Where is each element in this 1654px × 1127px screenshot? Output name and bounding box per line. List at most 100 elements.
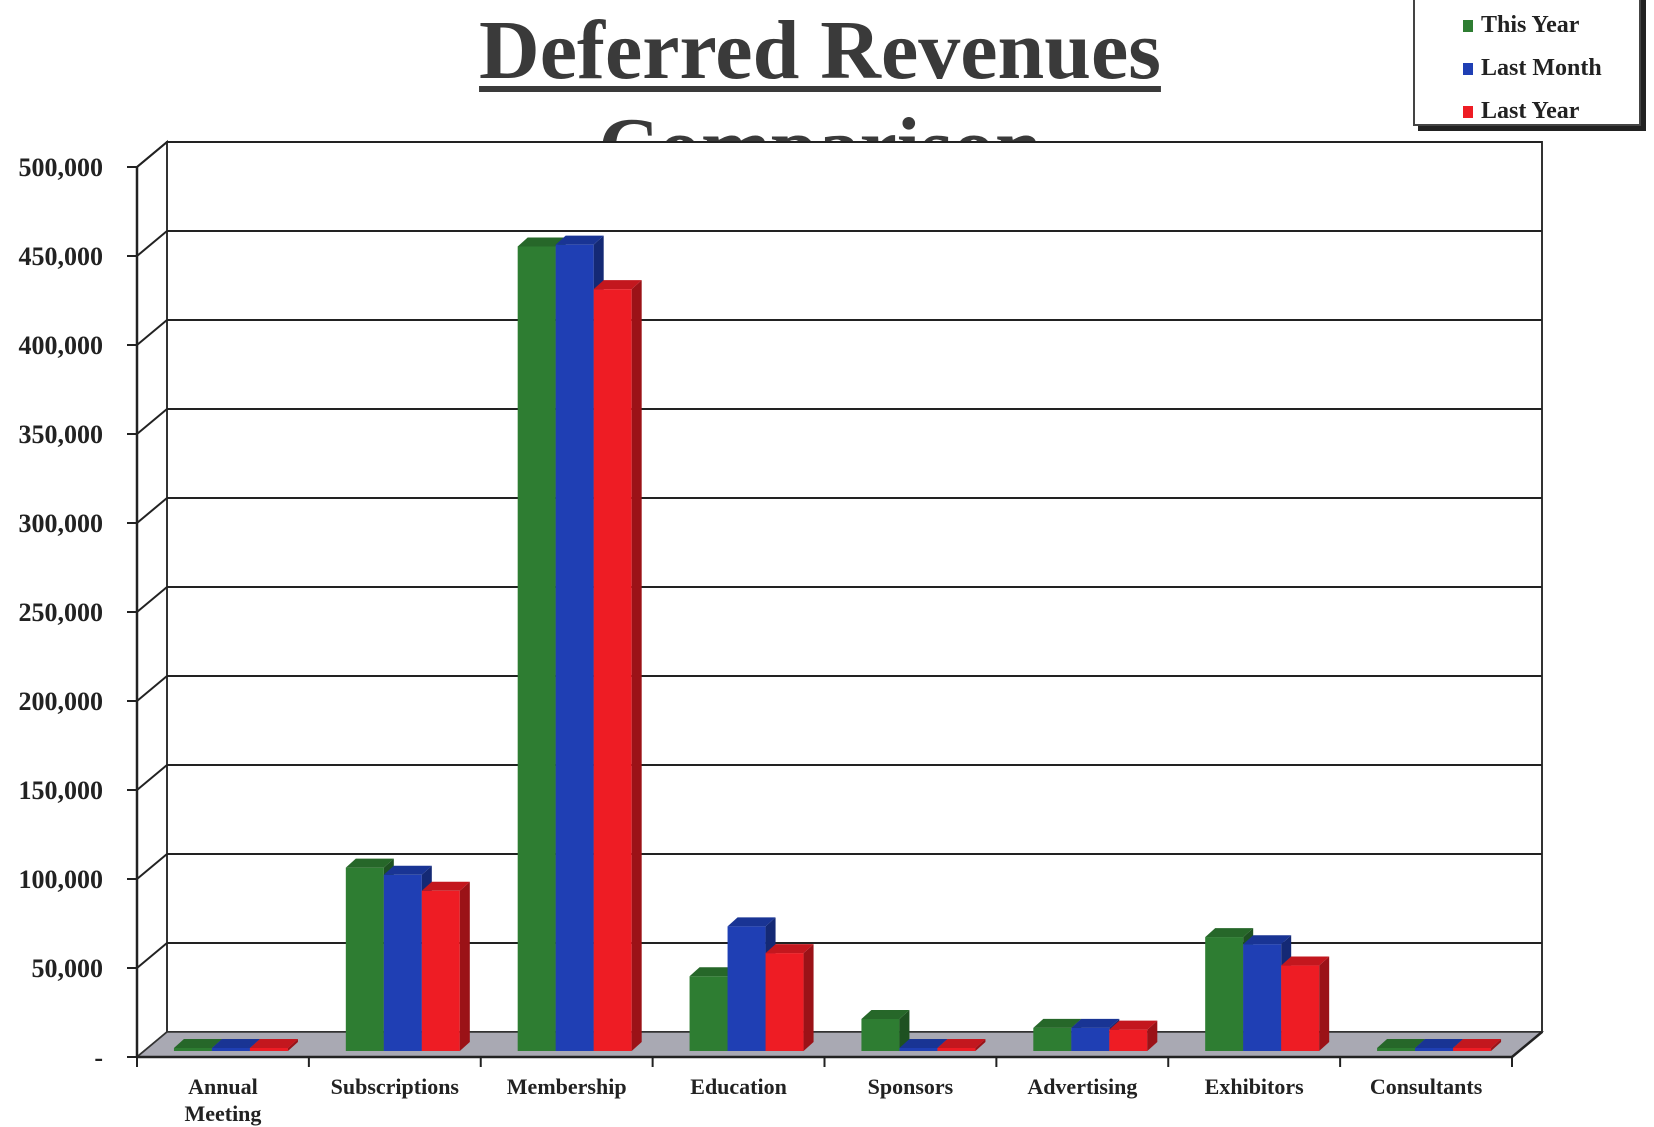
gridlines <box>136 141 1542 969</box>
bar-top <box>899 1039 948 1048</box>
bar-top <box>555 235 604 245</box>
y-tick-label: 50,000 <box>32 954 104 983</box>
legend-swatch-this-year <box>1463 19 1473 32</box>
gridline-side <box>136 230 168 257</box>
bar-front <box>173 1048 212 1051</box>
y-tick-label: 350,000 <box>19 420 104 449</box>
bar-top <box>1033 1018 1082 1028</box>
bar-side <box>899 1009 910 1051</box>
bar-membership-last-year <box>593 280 642 1051</box>
bar-annual-meeting-last-year <box>249 1039 298 1051</box>
bar-top <box>1243 935 1292 945</box>
bar-top <box>249 1039 298 1048</box>
bar-front <box>689 976 728 1051</box>
bar-front <box>1243 944 1282 1051</box>
bar-front <box>345 867 384 1051</box>
bar-top <box>765 944 814 954</box>
gridline-side <box>136 141 168 168</box>
bar-top <box>517 237 566 247</box>
gridline-side <box>136 942 168 969</box>
bar-top <box>1205 928 1254 938</box>
bar-front <box>1109 1029 1148 1051</box>
bar-top <box>1453 1039 1502 1048</box>
legend-item-this-year: This Year <box>1463 4 1639 47</box>
bar-side <box>1319 956 1330 1051</box>
x-tick-label-subscriptions: Subscriptions <box>331 1074 460 1099</box>
bar-side <box>1491 1039 1502 1051</box>
gridline-side <box>136 764 168 791</box>
x-tick-label-line: Exhibitors <box>1205 1074 1304 1099</box>
bar-top <box>345 858 394 868</box>
bar-front <box>899 1048 938 1051</box>
bar-top <box>1415 1039 1464 1048</box>
bar-front <box>1205 937 1244 1051</box>
bar-top <box>421 881 470 891</box>
y-tick-label: 200,000 <box>19 687 104 716</box>
legend-label-this-year: This Year <box>1481 12 1580 38</box>
legend-swatch-last-month <box>1463 62 1473 75</box>
x-tick-label-line: Consultants <box>1370 1074 1483 1099</box>
y-tick-label: 400,000 <box>19 331 104 360</box>
y-tick-label: 100,000 <box>19 865 104 894</box>
x-tick-label-line: Subscriptions <box>331 1074 460 1099</box>
legend-label-last-month: Last Month <box>1481 55 1602 81</box>
bar-front <box>727 926 766 1051</box>
x-tick-label-line: Education <box>690 1074 787 1099</box>
gridline-side <box>136 853 168 880</box>
x-tick-label-line: Annual <box>188 1074 258 1099</box>
x-axis-ticks: Annual Meeting Subscriptions Membership Educ… <box>136 1057 1513 1126</box>
gridline-side <box>136 319 168 346</box>
bar-front <box>937 1048 976 1051</box>
y-axis-ticks: - 50,000 100,000 150,000 200,000 250,000 300,0… <box>19 153 137 1072</box>
gridline-side <box>136 586 168 613</box>
bar-front <box>1071 1027 1110 1051</box>
x-axis-depth-line <box>1511 1031 1543 1058</box>
x-tick-label-line: Advertising <box>1027 1074 1137 1099</box>
bar-side <box>975 1039 986 1051</box>
bar-top <box>1071 1018 1120 1028</box>
bar-top <box>173 1039 222 1048</box>
bar-side <box>459 881 470 1051</box>
bar-front <box>765 953 804 1051</box>
y-tick-label: 500,000 <box>19 153 104 182</box>
bar-advertising-last-year <box>1109 1020 1158 1051</box>
bar-front <box>1281 965 1320 1051</box>
y-tick-label: 300,000 <box>19 509 104 538</box>
bar-top <box>383 865 432 875</box>
x-tick-label-consultants: Consultants <box>1370 1074 1483 1099</box>
y-tick-label: - <box>94 1043 103 1072</box>
legend-item-last-month: Last Month <box>1463 47 1639 90</box>
x-tick-label-line: Meeting <box>184 1101 261 1126</box>
x-tick-label-line: Sponsors <box>868 1074 954 1099</box>
bar-subscriptions-last-year <box>421 881 470 1051</box>
bar-front <box>861 1018 900 1051</box>
bar-education-last-year <box>765 944 814 1051</box>
bar-top <box>211 1039 260 1048</box>
bar-consultants-last-year <box>1453 1039 1502 1051</box>
legend-item-last-year: Last Year <box>1463 90 1639 133</box>
gridline-side <box>136 408 168 435</box>
x-tick-label-membership: Membership <box>507 1074 627 1099</box>
x-tick-label-sponsors: Sponsors <box>868 1074 954 1099</box>
gridline-side <box>136 497 168 524</box>
y-tick-label: 250,000 <box>19 598 104 627</box>
bar-top <box>689 967 738 977</box>
bar-top <box>1109 1020 1158 1030</box>
bars <box>173 235 1502 1051</box>
bar-front <box>1377 1048 1416 1051</box>
bar-front <box>517 246 556 1051</box>
legend-label-last-year: Last Year <box>1481 98 1580 124</box>
bar-front <box>211 1048 250 1051</box>
bar-top <box>727 917 776 927</box>
bar-side <box>803 944 814 1051</box>
gridline-side <box>136 675 168 702</box>
bar-side <box>287 1039 298 1051</box>
x-tick-label-education: Education <box>690 1074 787 1099</box>
bar-top <box>1281 956 1330 966</box>
bar-side <box>631 280 642 1051</box>
bar-front <box>1033 1027 1072 1051</box>
bar-front <box>1453 1048 1492 1051</box>
bar-front <box>1415 1048 1454 1051</box>
y-tick-label: 450,000 <box>19 242 104 271</box>
